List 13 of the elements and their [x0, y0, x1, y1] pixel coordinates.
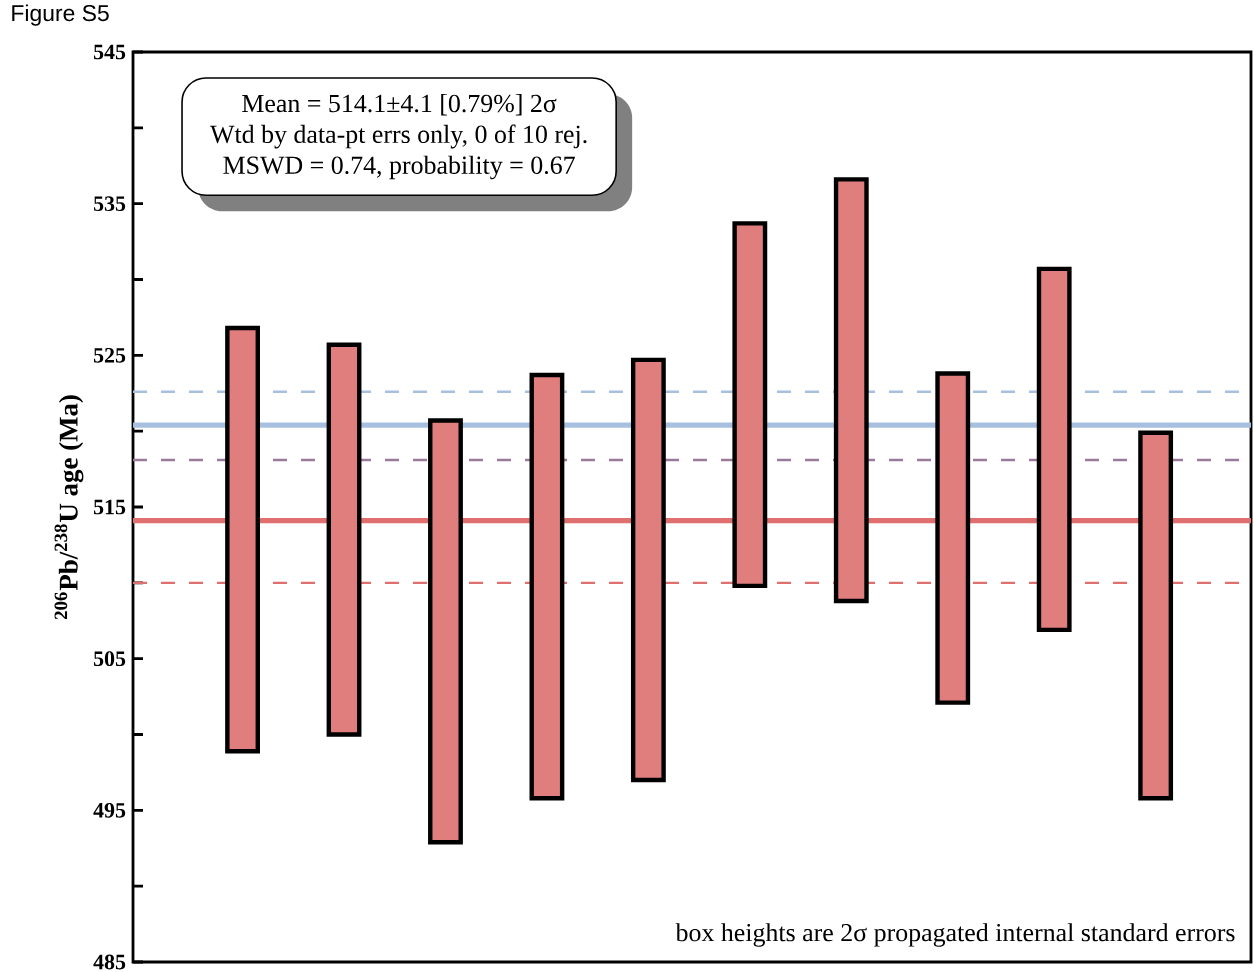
annotation: box heights are 2σ propagated internal standard errors — [675, 923, 1235, 947]
y-tick-label: 525 — [93, 347, 126, 363]
annotation: Wtd by data-pt errs only, 0 of 10 rej. — [210, 124, 587, 149]
y-tick-label: 485 — [93, 954, 126, 970]
y-tick-label: 545 — [93, 44, 126, 60]
y-axis-title: $^{206}$Pb/$^{238}$U age (Ma) — [54, 395, 84, 620]
annotation: MSWD = 0.74, probability = 0.67 — [223, 155, 575, 180]
y-tick-label: 515 — [93, 499, 126, 515]
annotation: Mean = 514.1±4.1 [0.79%] 2σ — [242, 93, 557, 116]
y-tick-label: 505 — [93, 651, 126, 667]
chart-title: Figure S5 — [12, 4, 109, 26]
y-tick-label: 535 — [93, 196, 126, 212]
y-tick-label: 495 — [93, 802, 126, 818]
